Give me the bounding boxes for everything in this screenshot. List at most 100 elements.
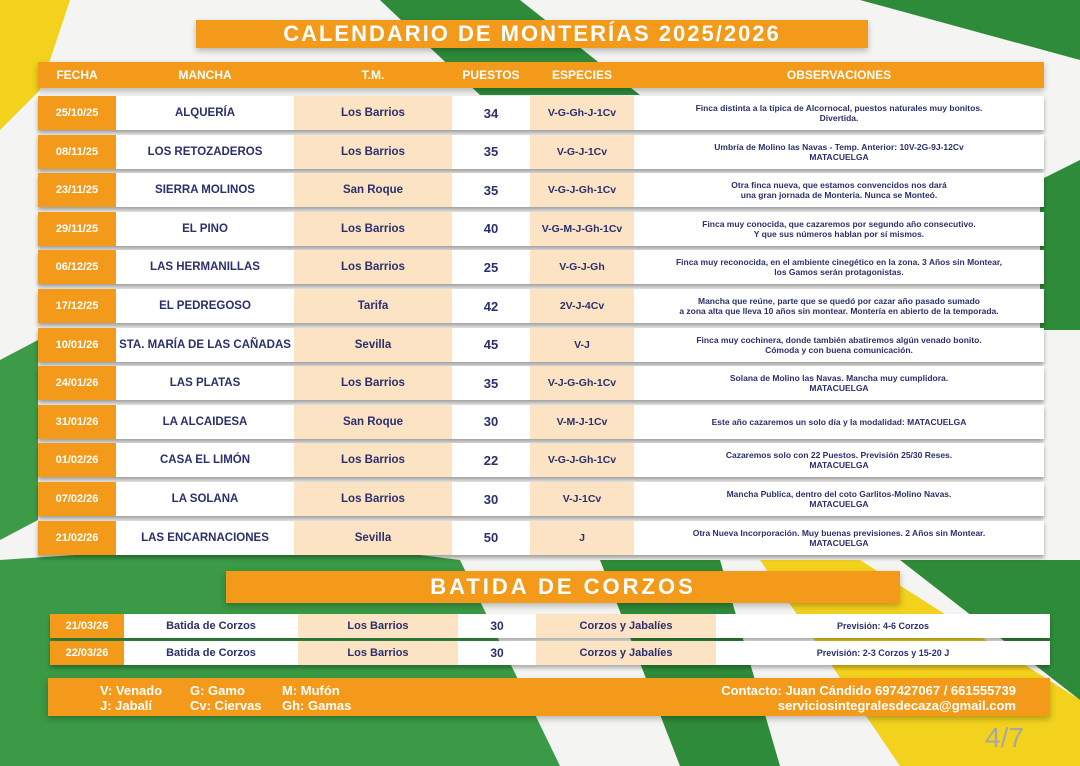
cell-tm: Los Barrios xyxy=(294,96,452,130)
cell-puestos: 35 xyxy=(452,366,530,401)
cell-tm: Sevilla xyxy=(294,327,452,362)
cell-mancha: CASA EL LIMÓN xyxy=(116,443,294,478)
batida-title: BATIDA DE CORZOS xyxy=(226,571,900,603)
cell-observaciones: Finca muy reconocida, en el ambiente cin… xyxy=(634,250,1044,285)
cell-mancha: EL PEDREGOSO xyxy=(116,289,294,323)
cell-observaciones: Cazaremos solo con 22 Puestos. Previsión… xyxy=(634,443,1044,478)
cell-mancha: LA SOLANA xyxy=(116,482,294,516)
cell-puestos: 34 xyxy=(452,96,530,130)
cell-observaciones: Previsión: 2-3 Corzos y 15-20 J xyxy=(716,641,1050,665)
table-row: 07/02/26 LA SOLANA Los Barrios 30 V-J-1Cv Man… xyxy=(38,482,1044,516)
cell-tm: Tarifa xyxy=(294,289,452,323)
cell-fecha: 22/03/26 xyxy=(50,641,124,665)
cell-puestos: 45 xyxy=(452,327,530,362)
cell-mancha: LA ALCAIDESA xyxy=(116,404,294,439)
cell-observaciones: Mancha que reúne, parte que se quedó por… xyxy=(634,289,1044,323)
cell-tm: Los Barrios xyxy=(294,250,452,285)
cell-fecha: 31/01/26 xyxy=(38,404,116,439)
cell-especies: J xyxy=(530,520,634,555)
contact-info: Contacto: Juan Cándido 697427067 / 66155… xyxy=(721,683,1016,713)
cell-especies: V-M-J-1Cv xyxy=(530,404,634,439)
table-row: 06/12/25 LAS HERMANILLAS Los Barrios 25 V-G-… xyxy=(38,250,1044,285)
contact-email[interactable]: serviciosintegralesdecaza@gmail.com xyxy=(777,698,1016,713)
cell-puestos: 35 xyxy=(452,173,530,208)
cell-especies: 2V-J-4Cv xyxy=(530,289,634,323)
species-legend: V: Venado G: Gamo M: Mufón J: Jabalí Cv:… xyxy=(100,683,362,713)
cell-puestos: 30 xyxy=(458,641,536,665)
cell-puestos: 30 xyxy=(452,404,530,439)
cell-fecha: 08/11/25 xyxy=(38,134,116,169)
footer-bar: V: Venado G: Gamo M: Mufón J: Jabalí Cv:… xyxy=(48,678,1050,716)
cell-mancha: LAS ENCARNACIONES xyxy=(116,520,294,555)
cell-tm: San Roque xyxy=(294,173,452,208)
cell-observaciones: Otra finca nueva, que estamos convencido… xyxy=(634,173,1044,208)
legend-item: Cv: Ciervas xyxy=(190,698,262,713)
legend-item: J: Jabalí xyxy=(100,698,153,713)
cell-especies: V-J-G-Gh-1Cv xyxy=(530,366,634,401)
legend-item: M: Mufón xyxy=(282,683,340,698)
table-row: 01/02/26 CASA EL LIMÓN Los Barrios 22 V-G-J-… xyxy=(38,443,1044,478)
table-row: 08/11/25 LOS RETOZADEROS Los Barrios 35 V-G-… xyxy=(38,134,1044,169)
header-tm: T.M. xyxy=(361,68,385,82)
cell-fecha: 23/11/25 xyxy=(38,173,116,208)
page-title: CALENDARIO DE MONTERÍAS 2025/2026 xyxy=(196,20,868,48)
header-observaciones: OBSERVACIONES xyxy=(786,68,892,82)
cell-observaciones: Solana de Molino las Navas. Mancha muy c… xyxy=(634,366,1044,401)
cell-tm: Los Barrios xyxy=(294,366,452,401)
cell-mancha: LOS RETOZADEROS xyxy=(116,134,294,169)
cell-observaciones: Mancha Publica, dentro del coto Garlitos… xyxy=(634,482,1044,516)
cell-especies: V-G-Gh-J-1Cv xyxy=(530,96,634,130)
legend-item: Gh: Gamas xyxy=(282,698,352,713)
table-row: 17/12/25 EL PEDREGOSO Tarifa 42 2V-J-4Cv Manc… xyxy=(38,289,1044,323)
cell-fecha: 21/02/26 xyxy=(38,520,116,555)
header-puestos: PUESTOS xyxy=(462,68,520,82)
cell-observaciones: Umbría de Molino las Navas - Temp. Anter… xyxy=(634,134,1044,169)
table-row: 31/01/26 LA ALCAIDESA San Roque 30 V-M-J-1Cv… xyxy=(38,404,1044,439)
cell-puestos: 35 xyxy=(452,134,530,169)
cell-mancha: LAS HERMANILLAS xyxy=(116,250,294,285)
cell-mancha: EL PINO xyxy=(116,211,294,246)
cell-especies: V-G-J-Gh-1Cv xyxy=(530,443,634,478)
cell-especies: V-G-J-1Cv xyxy=(530,134,634,169)
cell-especies: V-J xyxy=(530,327,634,362)
cell-tm: Los Barrios xyxy=(294,134,452,169)
header-especies: ESPECIES xyxy=(551,68,613,82)
table-row: 23/11/25 SIERRA MOLINOS San Roque 35 V-G-J-G… xyxy=(38,173,1044,208)
cell-fecha: 10/01/26 xyxy=(38,327,116,362)
legend-item: G: Gamo xyxy=(190,683,245,698)
batida-row: 21/03/26 Batida de Corzos Los Barrios 30 Cor… xyxy=(50,614,1050,638)
table-row: 24/01/26 LAS PLATAS Los Barrios 35 V-J-G-Gh-… xyxy=(38,366,1044,401)
cell-puestos: 50 xyxy=(452,520,530,555)
header-fecha: FECHA xyxy=(56,68,98,82)
table-row: 21/02/26 LAS ENCARNACIONES Sevilla 50 J Otra … xyxy=(38,520,1044,555)
cell-puestos: 42 xyxy=(452,289,530,323)
cell-mancha: SIERRA MOLINOS xyxy=(116,173,294,208)
cell-fecha: 21/03/26 xyxy=(50,614,124,638)
cell-puestos: 30 xyxy=(458,614,536,638)
cell-especies: V-G-J-Gh-1Cv xyxy=(530,173,634,208)
cell-tm: San Roque xyxy=(294,404,452,439)
cell-observaciones: Finca muy cochinera, donde también abati… xyxy=(634,327,1044,362)
cell-fecha: 25/10/25 xyxy=(38,96,116,130)
table-header: FECHA MANCHA T.M. PUESTOS ESPECIES OBSERVACIO… xyxy=(38,62,1044,88)
cell-observaciones: Otra Nueva Incorporación. Muy buenas pre… xyxy=(634,520,1044,555)
cell-puestos: 30 xyxy=(452,482,530,516)
cell-fecha: 29/11/25 xyxy=(38,211,116,246)
cell-fecha: 24/01/26 xyxy=(38,366,116,401)
cell-tm: Los Barrios xyxy=(294,482,452,516)
contact-phone: Contacto: Juan Cándido 697427067 / 66155… xyxy=(721,683,1016,698)
cell-mancha: LAS PLATAS xyxy=(116,366,294,401)
cell-mancha: ALQUERÍA xyxy=(116,96,294,130)
cell-fecha: 01/02/26 xyxy=(38,443,116,478)
cell-fecha: 17/12/25 xyxy=(38,289,116,323)
cell-mancha: Batida de Corzos xyxy=(124,641,298,665)
cell-tm: Sevilla xyxy=(294,520,452,555)
cell-observaciones: Previsión: 4-6 Corzos xyxy=(716,614,1050,638)
table-row: 25/10/25 ALQUERÍA Los Barrios 34 V-G-Gh-J-1C… xyxy=(38,96,1044,130)
cell-especies: V-J-1Cv xyxy=(530,482,634,516)
page-number: 4/7 xyxy=(985,722,1024,753)
cell-fecha: 06/12/25 xyxy=(38,250,116,285)
cell-especies: Corzos y Jabalíes xyxy=(536,641,716,665)
header-mancha: MANCHA xyxy=(178,68,232,82)
cell-puestos: 22 xyxy=(452,443,530,478)
